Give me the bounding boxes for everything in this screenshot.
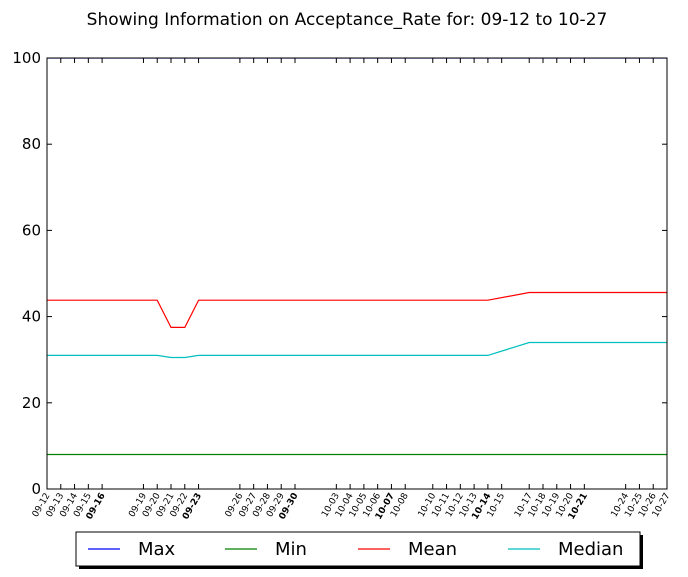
legend-label-min: Min: [275, 539, 307, 560]
y-tick-label: 0: [31, 480, 41, 498]
y-tick-label: 20: [22, 394, 41, 412]
legend: Max Min Mean Median: [75, 531, 643, 569]
series-line-median: [47, 341, 667, 359]
y-tick-label: 60: [22, 221, 41, 239]
legend-label-median: Median: [558, 539, 623, 560]
legend-label-max: Max: [138, 539, 176, 560]
chart-title: Showing Information on Acceptance_Rate f…: [87, 10, 608, 30]
series-lines: [47, 58, 667, 456]
series-line-mean: [47, 291, 667, 328]
legend-label-mean: Mean: [408, 539, 457, 560]
y-tick-label: 100: [12, 49, 41, 67]
y-tick-label: 40: [22, 308, 41, 326]
plot-frame: [46, 57, 668, 490]
y-tick-label: 80: [22, 135, 41, 153]
